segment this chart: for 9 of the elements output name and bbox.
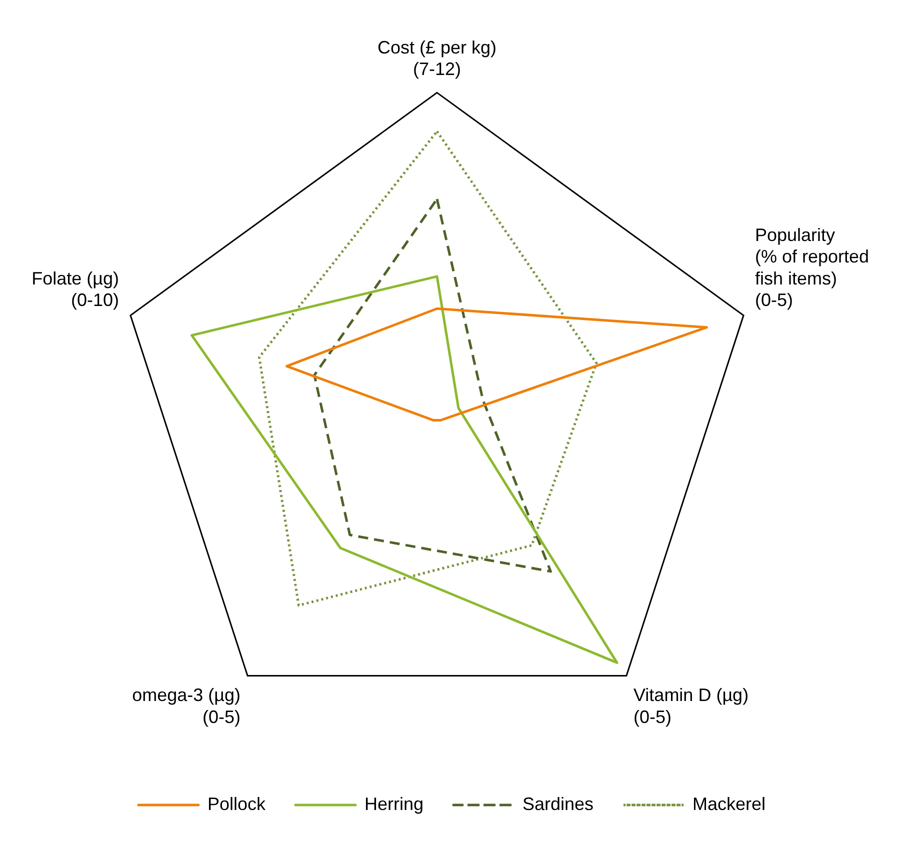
spoke-label: omega-3 (µg) (0-5) (132, 685, 240, 727)
spoke-label: Cost (£ per kg) (7-12) (377, 37, 497, 79)
spoke-label: Folate (µg) (0-10) (32, 268, 120, 310)
legend-label: Mackerel (692, 794, 766, 814)
legend-label: Herring (364, 794, 424, 814)
legend-label: Sardines (522, 794, 594, 814)
spoke-label: Vitamin D (µg) (0-5) (634, 685, 749, 727)
spoke-label: Popularity (% of reported fish items) (0-5) (754, 225, 870, 310)
legend-label: Pollock (207, 794, 266, 814)
